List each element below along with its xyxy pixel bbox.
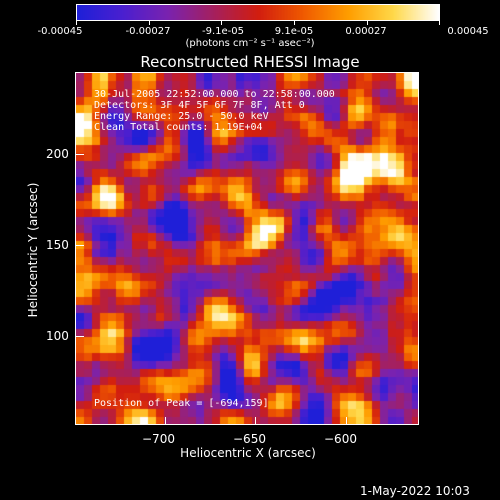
y-tick xyxy=(76,336,84,337)
colorbar-tick xyxy=(367,21,368,25)
colorbar-tick-label: -9.1e-05 xyxy=(202,26,244,37)
chart-title: Reconstructed RHESSI Image xyxy=(140,53,360,71)
annotation-detectors: Detectors: 3F 4F 5F 6F 7F 8F, Att 0 xyxy=(94,100,305,111)
peak-position-label: Position of Peak = [-694,159] xyxy=(94,398,269,409)
x-tick-label: −600 xyxy=(324,432,357,446)
colorbar-tick xyxy=(294,21,295,25)
colorbar-tick-label: -0.00027 xyxy=(125,26,171,37)
x-tick-label: −700 xyxy=(142,432,175,446)
y-tick xyxy=(76,245,84,246)
colorbar-tick xyxy=(439,21,440,25)
y-tick-label: 200 xyxy=(46,147,69,161)
x-tick-label: −650 xyxy=(233,432,266,446)
x-tick xyxy=(165,417,166,425)
annotation-counts: Clean Total counts: 1.19E+04 xyxy=(94,122,263,133)
colorbar-tick-label: 0.00045 xyxy=(447,26,489,37)
colorbar-tick xyxy=(76,21,77,25)
x-axis-label: Heliocentric X (arcsec) xyxy=(180,446,316,460)
annotation-energy: Energy Range: 25.0 - 50.0 keV xyxy=(94,111,269,122)
colorbar-tick xyxy=(149,21,150,25)
y-axis-label: Heliocentric Y (arcsec) xyxy=(26,182,40,318)
colorbar-tick-label: 9.1e-05 xyxy=(274,26,314,37)
colorbar-units: (photons cm⁻² s⁻¹ asec⁻²) xyxy=(185,38,315,49)
colorbar-tick xyxy=(221,21,222,25)
annotation-time: 30-Jul-2005 22:52:00.000 to 22:58:00.000 xyxy=(94,89,335,100)
y-tick-label: 150 xyxy=(46,238,69,252)
colorbar-tick-label: 0.00027 xyxy=(345,26,387,37)
footer-date: 1-May-2022 10:03 xyxy=(360,484,470,498)
x-tick xyxy=(346,417,347,425)
x-tick xyxy=(255,417,256,425)
colorbar xyxy=(76,4,440,21)
y-tick-label: 100 xyxy=(46,329,69,343)
heatmap-image xyxy=(76,73,419,425)
y-tick xyxy=(76,154,84,155)
colorbar-tick-label: -0.00045 xyxy=(37,26,83,37)
